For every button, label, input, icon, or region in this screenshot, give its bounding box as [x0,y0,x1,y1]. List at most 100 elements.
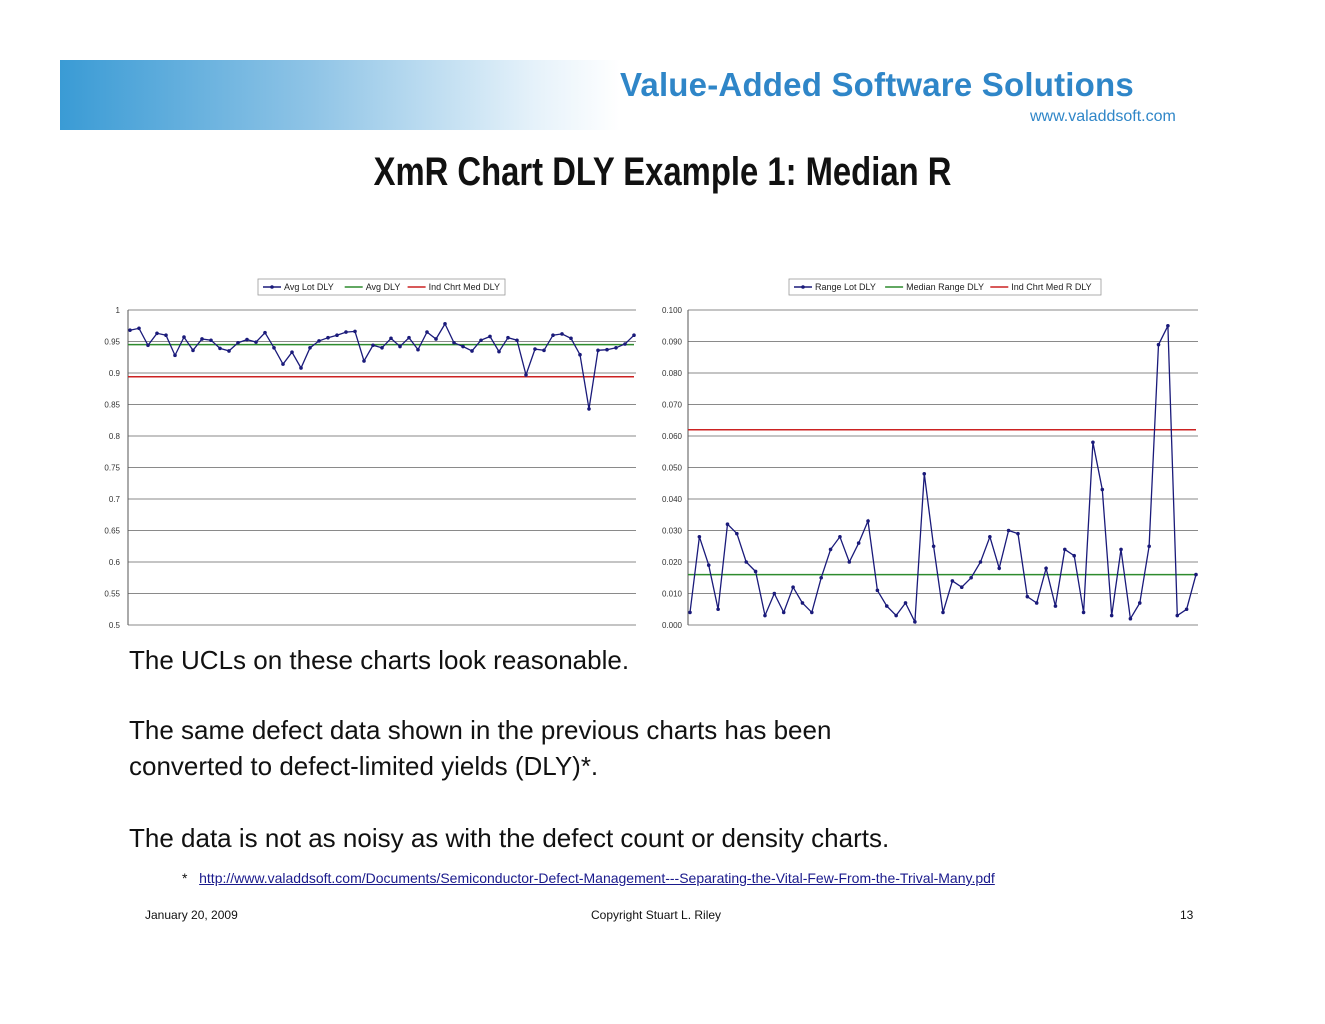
y-tick-label: 0.090 [662,338,683,347]
y-tick-label: 0.040 [662,495,683,504]
data-point [866,519,870,523]
data-point [434,337,438,341]
data-point [569,336,573,341]
legend-entry: Avg DLY [366,282,401,292]
footnote-marker: * [182,870,188,886]
data-point [894,613,898,618]
y-tick-label: 0.020 [662,558,683,567]
data-point [497,349,501,354]
data-point [1100,487,1105,492]
legend-entry: Median Range DLY [906,282,984,292]
brand-url: www.valaddsoft.com [1030,108,1176,125]
data-point [335,333,339,338]
data-point [969,575,973,580]
data-point [398,344,402,349]
data-point [515,338,519,343]
data-point [560,332,564,336]
data-point [791,585,795,589]
footer-copyright: Copyright Stuart L. Riley [591,908,722,922]
slide-title: XmR Chart DLY Example 1: Median R [373,150,952,194]
chart-dly: 0.5 0.55 0.6 0.65 0.7 0.75 0.8 0.85 0.9 0.95 1 Avg … [104,278,636,630]
data-point [988,535,992,539]
data-point [1034,601,1039,605]
data-point [838,535,842,539]
data-point [1006,528,1011,533]
legend-entry: Ind Chrt Med R DLY [1011,282,1091,292]
footnote-link[interactable]: http://www.valaddsoft.com/Documents/Semi… [199,870,995,886]
data-point [959,585,964,589]
data-point [173,353,177,358]
data-point [1081,610,1086,615]
series-avg-lot-dly-line [129,322,635,410]
data-point [1109,613,1114,618]
data-point [772,591,777,596]
data-point [1016,531,1020,536]
legend-entry: Ind Chrt Med DLY [429,282,500,292]
data-point [725,522,730,526]
data-point [997,566,1002,571]
data-point [632,333,636,338]
body-line-defect-data-1: The same defect data shown in the previo… [129,715,832,745]
data-point [209,338,213,343]
data-point [362,359,366,363]
data-point [950,579,955,583]
y-tick-label: 0.75 [104,464,120,473]
y-tick-label: 0.65 [104,527,120,536]
data-point [903,601,908,605]
y-tick-label: 1 [116,306,121,315]
legend-marker [801,285,805,289]
data-point [587,407,591,411]
data-point [847,560,852,564]
legend-box [788,278,1102,296]
data-point [810,610,814,615]
y-tick-label: 0.9 [109,369,121,378]
y-tick-label: 0.6 [109,558,121,567]
legend-box [257,278,506,296]
footer-page-number: 13 [1180,908,1194,922]
data-point [317,339,321,343]
series-range-lot-dly-line [689,325,1197,625]
data-point [819,575,823,580]
data-point [533,347,537,351]
y-tick-label: 0.010 [662,590,683,599]
data-point [716,607,720,612]
data-point [800,601,805,605]
data-point [263,330,267,335]
data-point [182,335,186,339]
legend-entry: Avg Lot DLY [284,282,334,292]
data-point [227,349,231,353]
data-point [281,362,285,366]
y-tick-label: 0.85 [104,401,120,410]
y-tick-label: 0.55 [104,590,120,599]
data-point [245,337,249,342]
y-tick-label: 0.050 [662,464,683,473]
data-point [1147,544,1151,549]
data-point [1156,342,1161,347]
data-point [416,347,420,352]
data-point [931,544,936,549]
data-point [1053,604,1058,608]
data-point [308,346,312,350]
data-point [218,346,222,351]
data-point [623,342,627,346]
data-point [1119,547,1123,552]
data-point [191,348,195,353]
data-point [551,333,555,338]
data-point [461,344,465,349]
data-point [443,322,447,326]
data-point [1025,594,1030,599]
data-point [326,335,330,340]
data-point [506,335,510,340]
body-line-noise: The data is not as noisy as with the def… [129,823,890,853]
data-point [753,569,758,574]
y-tick-label: 0.070 [662,401,683,410]
data-point [128,328,132,332]
data-point [744,560,749,564]
data-point [155,331,159,336]
body-line-ucl: The UCLs on these charts look reasonable… [129,645,630,675]
data-point [596,348,600,353]
data-point [1175,613,1180,618]
data-point [1166,323,1170,328]
y-tick-label: 0.95 [104,338,120,347]
